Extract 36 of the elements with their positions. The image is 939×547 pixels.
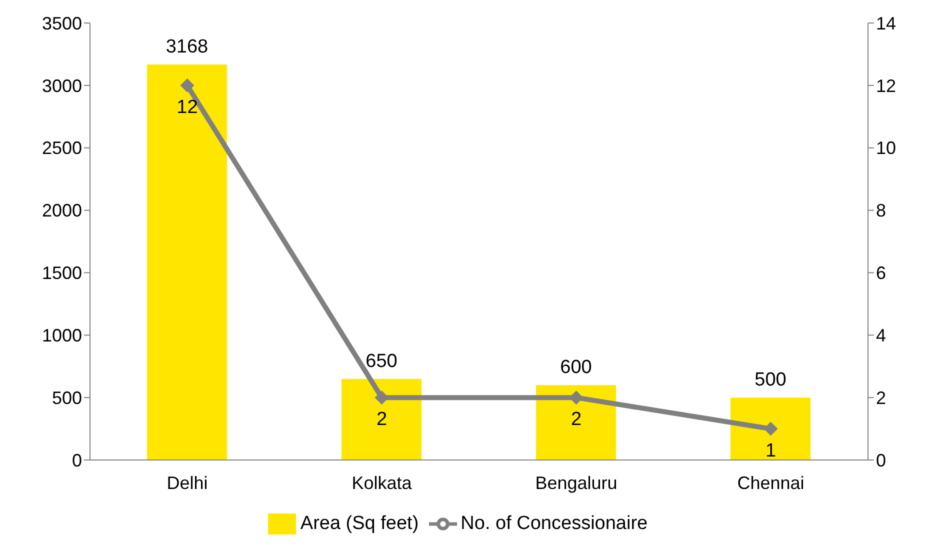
y2-tick-label: 12 bbox=[876, 76, 896, 96]
legend-label: Area (Sq feet) bbox=[300, 513, 419, 534]
data-label: 3168 bbox=[166, 36, 208, 58]
y2-tick-label: 6 bbox=[876, 263, 886, 284]
bar bbox=[147, 64, 227, 460]
legend-label: No. of Concessionaire bbox=[460, 513, 648, 534]
x-tick-label: Chennai bbox=[737, 472, 804, 493]
y2-tick-label: 8 bbox=[876, 200, 886, 221]
data-label: 12 bbox=[176, 96, 198, 118]
data-label: 600 bbox=[560, 357, 592, 378]
bar bbox=[730, 398, 810, 460]
y2-tick-label: 14 bbox=[876, 13, 896, 34]
point bbox=[764, 422, 778, 436]
data-label: 500 bbox=[754, 370, 786, 391]
y2-tick-label: 2 bbox=[876, 388, 886, 408]
bar bbox=[536, 385, 616, 460]
y-tick-label: 2500 bbox=[42, 138, 82, 158]
point bbox=[180, 78, 194, 92]
y-tick-label: 2000 bbox=[42, 200, 82, 221]
data-label: 2 bbox=[376, 409, 388, 430]
x-tick-label: Kolkata bbox=[352, 472, 413, 493]
y2-tick-label: 4 bbox=[876, 326, 886, 346]
y-tick-label: 1500 bbox=[42, 263, 82, 284]
data-label: 650 bbox=[366, 350, 398, 372]
bar bbox=[342, 378, 422, 460]
y-tick-label: 500 bbox=[52, 388, 82, 408]
y2-tick-label: 0 bbox=[876, 450, 886, 470]
y-tick-label: 3500 bbox=[42, 13, 82, 34]
data-label: 1 bbox=[765, 440, 776, 462]
y2-tick-label: 10 bbox=[876, 138, 896, 158]
data-label: 2 bbox=[570, 409, 582, 430]
y-tick-label: 3000 bbox=[42, 76, 82, 96]
x-tick-label: Delhi bbox=[166, 472, 208, 493]
y-tick-label: 0 bbox=[72, 450, 82, 470]
x-tick-label: Bengaluru bbox=[535, 472, 618, 493]
y-tick-label: 1000 bbox=[42, 326, 82, 346]
